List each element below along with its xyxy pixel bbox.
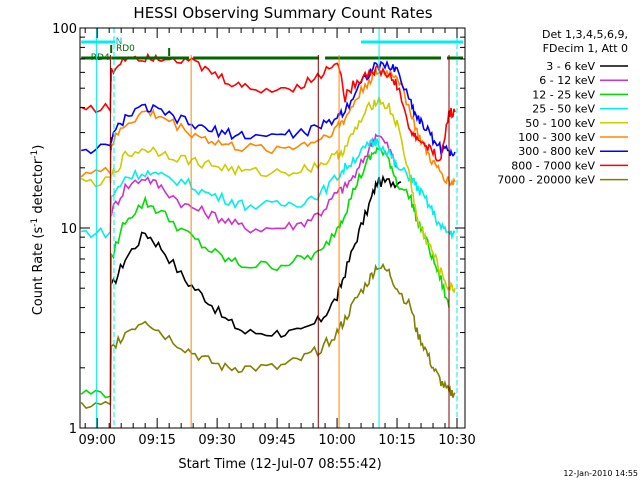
legend: Det 1,3,4,5,6,9,FDecim 1, Att 0 3 - 6 keV… [497,28,628,187]
legend-header-0: Det 1,3,4,5,6,9, [542,28,628,41]
legend-label-4: 50 - 100 keV [525,117,595,130]
annotation-rd4: RD4 [91,53,110,63]
legend-label-1: 6 - 12 keV [539,74,595,87]
series-line-3 [81,138,456,241]
y-axis-label-end: ) [31,145,46,150]
x-tick-label-4: 10:00 [318,433,355,448]
legend-label-2: 12 - 25 keV [532,88,595,101]
x-tick-label-5: 10:15 [378,433,415,448]
legend-label-6: 300 - 800 keV [518,145,595,158]
x-tick-label-0: 09:00 [78,433,115,448]
x-tick-label-3: 09:45 [258,433,295,448]
legend-label-8: 7000 - 20000 keV [497,174,595,187]
timestamp: 12-Jan-2010 14:55 [563,469,638,478]
legend-label-0: 3 - 6 keV [546,60,595,73]
legend-label-3: 25 - 50 keV [532,103,595,116]
y-axis-label-mid: detector [31,158,46,218]
x-tick-label-6: 10:30 [438,433,475,448]
series-line-4 [80,94,456,294]
series-line-0 [110,174,402,338]
annotation-rd0: RD0 [116,44,135,54]
legend-label-7: 800 - 7000 keV [511,159,595,172]
y-axis-label-sup1: -1 [30,218,40,227]
y-axis-label: Count Rate (s-1 detector-1) [30,145,46,316]
series-line-7 [80,52,456,162]
svg-text:Count Rate (s-1 detector-1): Count Rate (s-1 detector-1) [30,145,46,316]
x-tick-label-1: 09:15 [138,433,175,448]
y-axis-label-sup2: -1 [30,150,40,159]
series-line-6 [81,59,456,157]
series-line-5 [80,67,456,187]
y-tick-label-1: 10 [60,222,77,237]
annotation-n: N [116,37,123,47]
x-tick-label-2: 09:30 [198,433,235,448]
y-tick-label-0: 1 [69,422,77,437]
x-axis-label: Start Time (12-Jul-07 08:55:42) [178,457,381,472]
axes-layer: 09:00 09:15 09:30 09:45 10:00 10:15 10:30 1 10 10… [52,22,476,448]
legend-label-5: 100 - 300 keV [518,131,595,144]
legend-header-1: FDecim 1, Att 0 [543,42,628,55]
series-line-2 [80,146,450,399]
y-tick-label-2: 100 [52,22,77,37]
series-layer [80,52,456,410]
chart-title: HESSI Observing Summary Count Rates [133,4,432,22]
y-axis-label-base: Count Rate (s [31,227,46,316]
series-line-8 [80,262,456,410]
